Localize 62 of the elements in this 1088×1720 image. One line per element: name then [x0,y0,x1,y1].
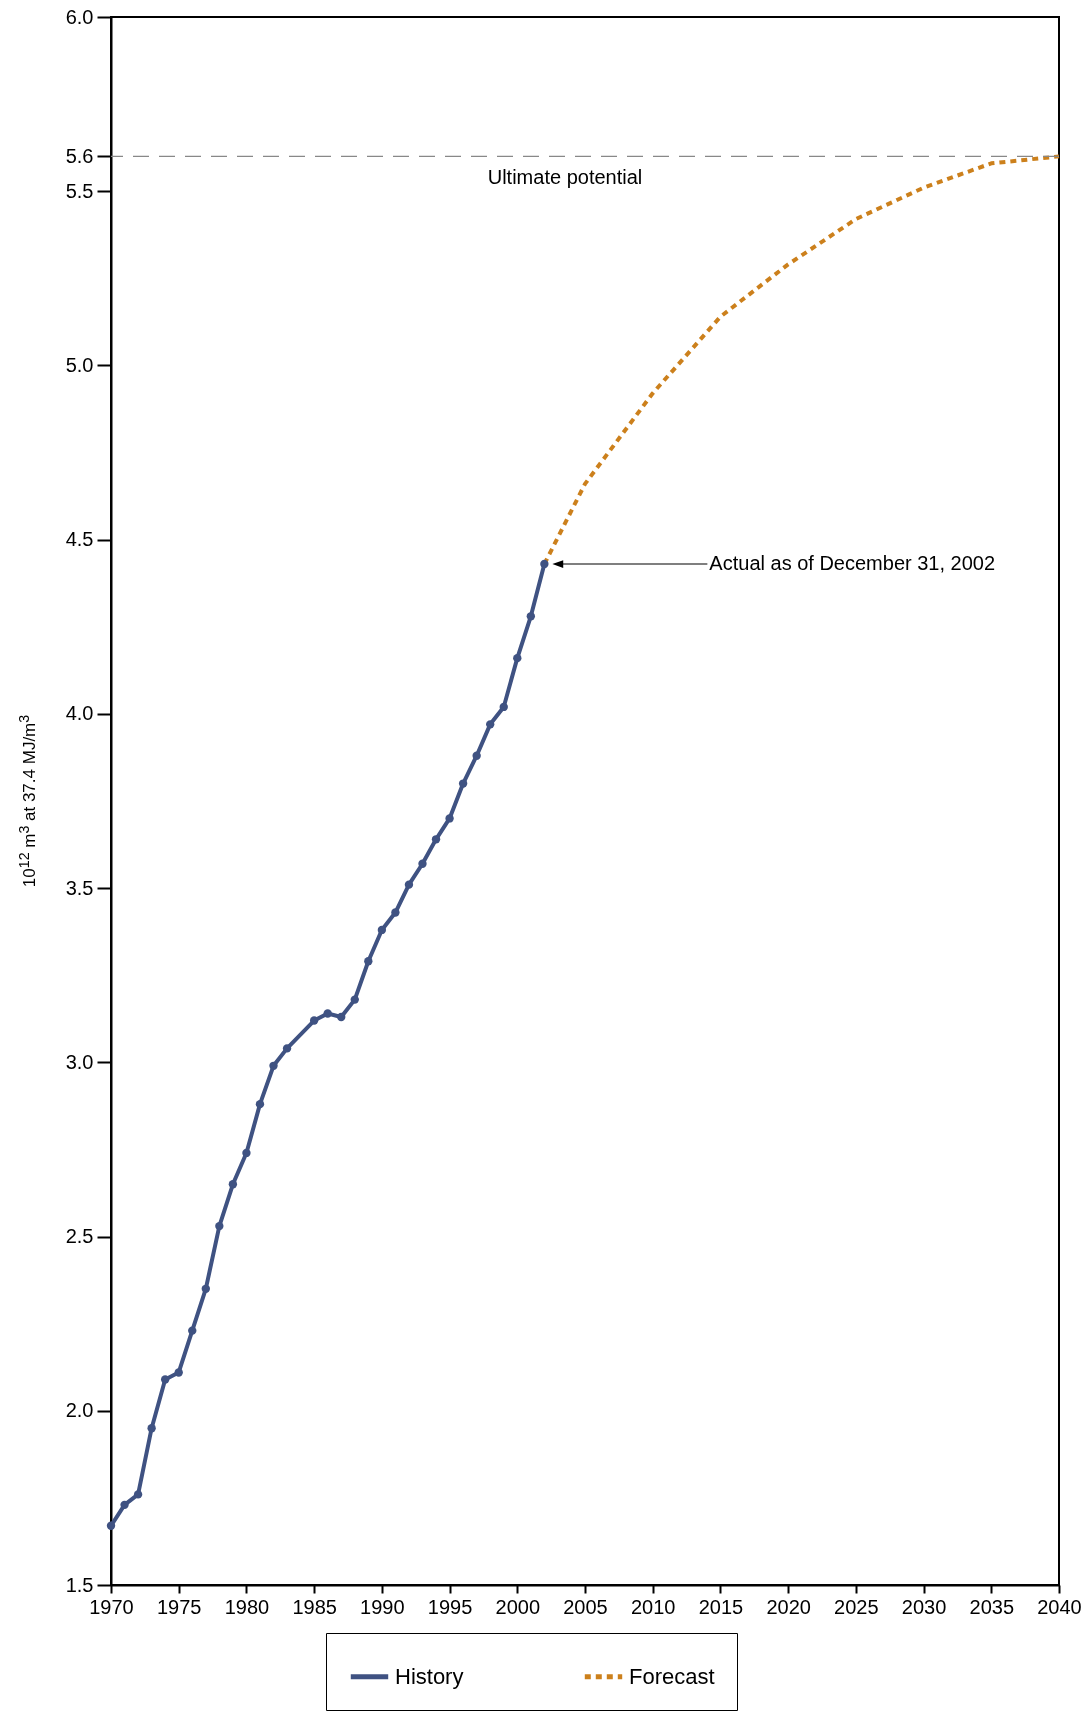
point [499,702,508,712]
point [309,1016,319,1025]
x-tick-label: 2010 [630,1595,676,1618]
x-tick-label: 2035 [969,1595,1015,1618]
y-tick-label: 2.0 [65,1399,94,1422]
point [391,908,400,917]
x-tick-label: 2005 [563,1595,608,1618]
point [540,559,549,569]
point [431,835,441,844]
x-tick-label: 2015 [698,1595,744,1618]
point [133,1490,143,1499]
y-tick-label: 5.5 [65,179,94,202]
point [513,653,522,663]
x-tick-label: 1970 [89,1595,134,1618]
point [242,1148,251,1158]
point [228,1180,238,1189]
point [377,925,387,935]
point [526,612,536,621]
point [445,814,454,823]
x-tick-label: 1990 [360,1595,405,1618]
point [350,995,359,1004]
point [337,1012,346,1022]
point [120,1500,129,1510]
y-tick-label: 4.0 [65,702,94,725]
point [472,751,481,760]
point [323,1009,332,1018]
x-tick-label: 2030 [901,1595,947,1618]
point [215,1221,224,1231]
y-tick-label: 4.5 [65,528,94,551]
legend-label: History [395,1663,464,1689]
point [364,957,373,966]
annotation: Actual as of December 31, 2002 [709,552,996,575]
x-tick-label: 2000 [495,1595,541,1618]
point [282,1044,292,1053]
point [188,1326,197,1335]
point [458,779,468,788]
point [174,1368,183,1377]
point [147,1424,156,1433]
legend-label: Forecast [629,1663,715,1689]
x-tick-label: 2020 [766,1595,811,1618]
x-tick-label: 1985 [292,1595,337,1618]
y-tick-label: 6.0 [65,5,94,28]
point [404,880,414,889]
y-tick-label: 5.6 [65,144,94,167]
y-tick-label: 3.0 [65,1050,94,1073]
point [106,1521,116,1530]
ref-line-label: Ultimate potential [487,166,643,189]
x-tick-label: 1975 [156,1595,202,1618]
x-tick-label: 2040 [1037,1595,1082,1618]
point [486,720,495,729]
y-tick-label: 3.5 [65,876,94,899]
point [269,1061,278,1070]
point [418,859,427,868]
point [201,1284,210,1293]
y-tick-label: 5.0 [65,353,94,376]
x-tick-label: 1980 [224,1595,270,1618]
point [160,1375,170,1384]
x-tick-label: 2025 [834,1595,879,1618]
y-tick-label: 2.5 [65,1225,94,1248]
point [255,1099,265,1109]
y-tick-label: 1.5 [65,1573,94,1596]
x-tick-label: 1995 [427,1595,473,1618]
